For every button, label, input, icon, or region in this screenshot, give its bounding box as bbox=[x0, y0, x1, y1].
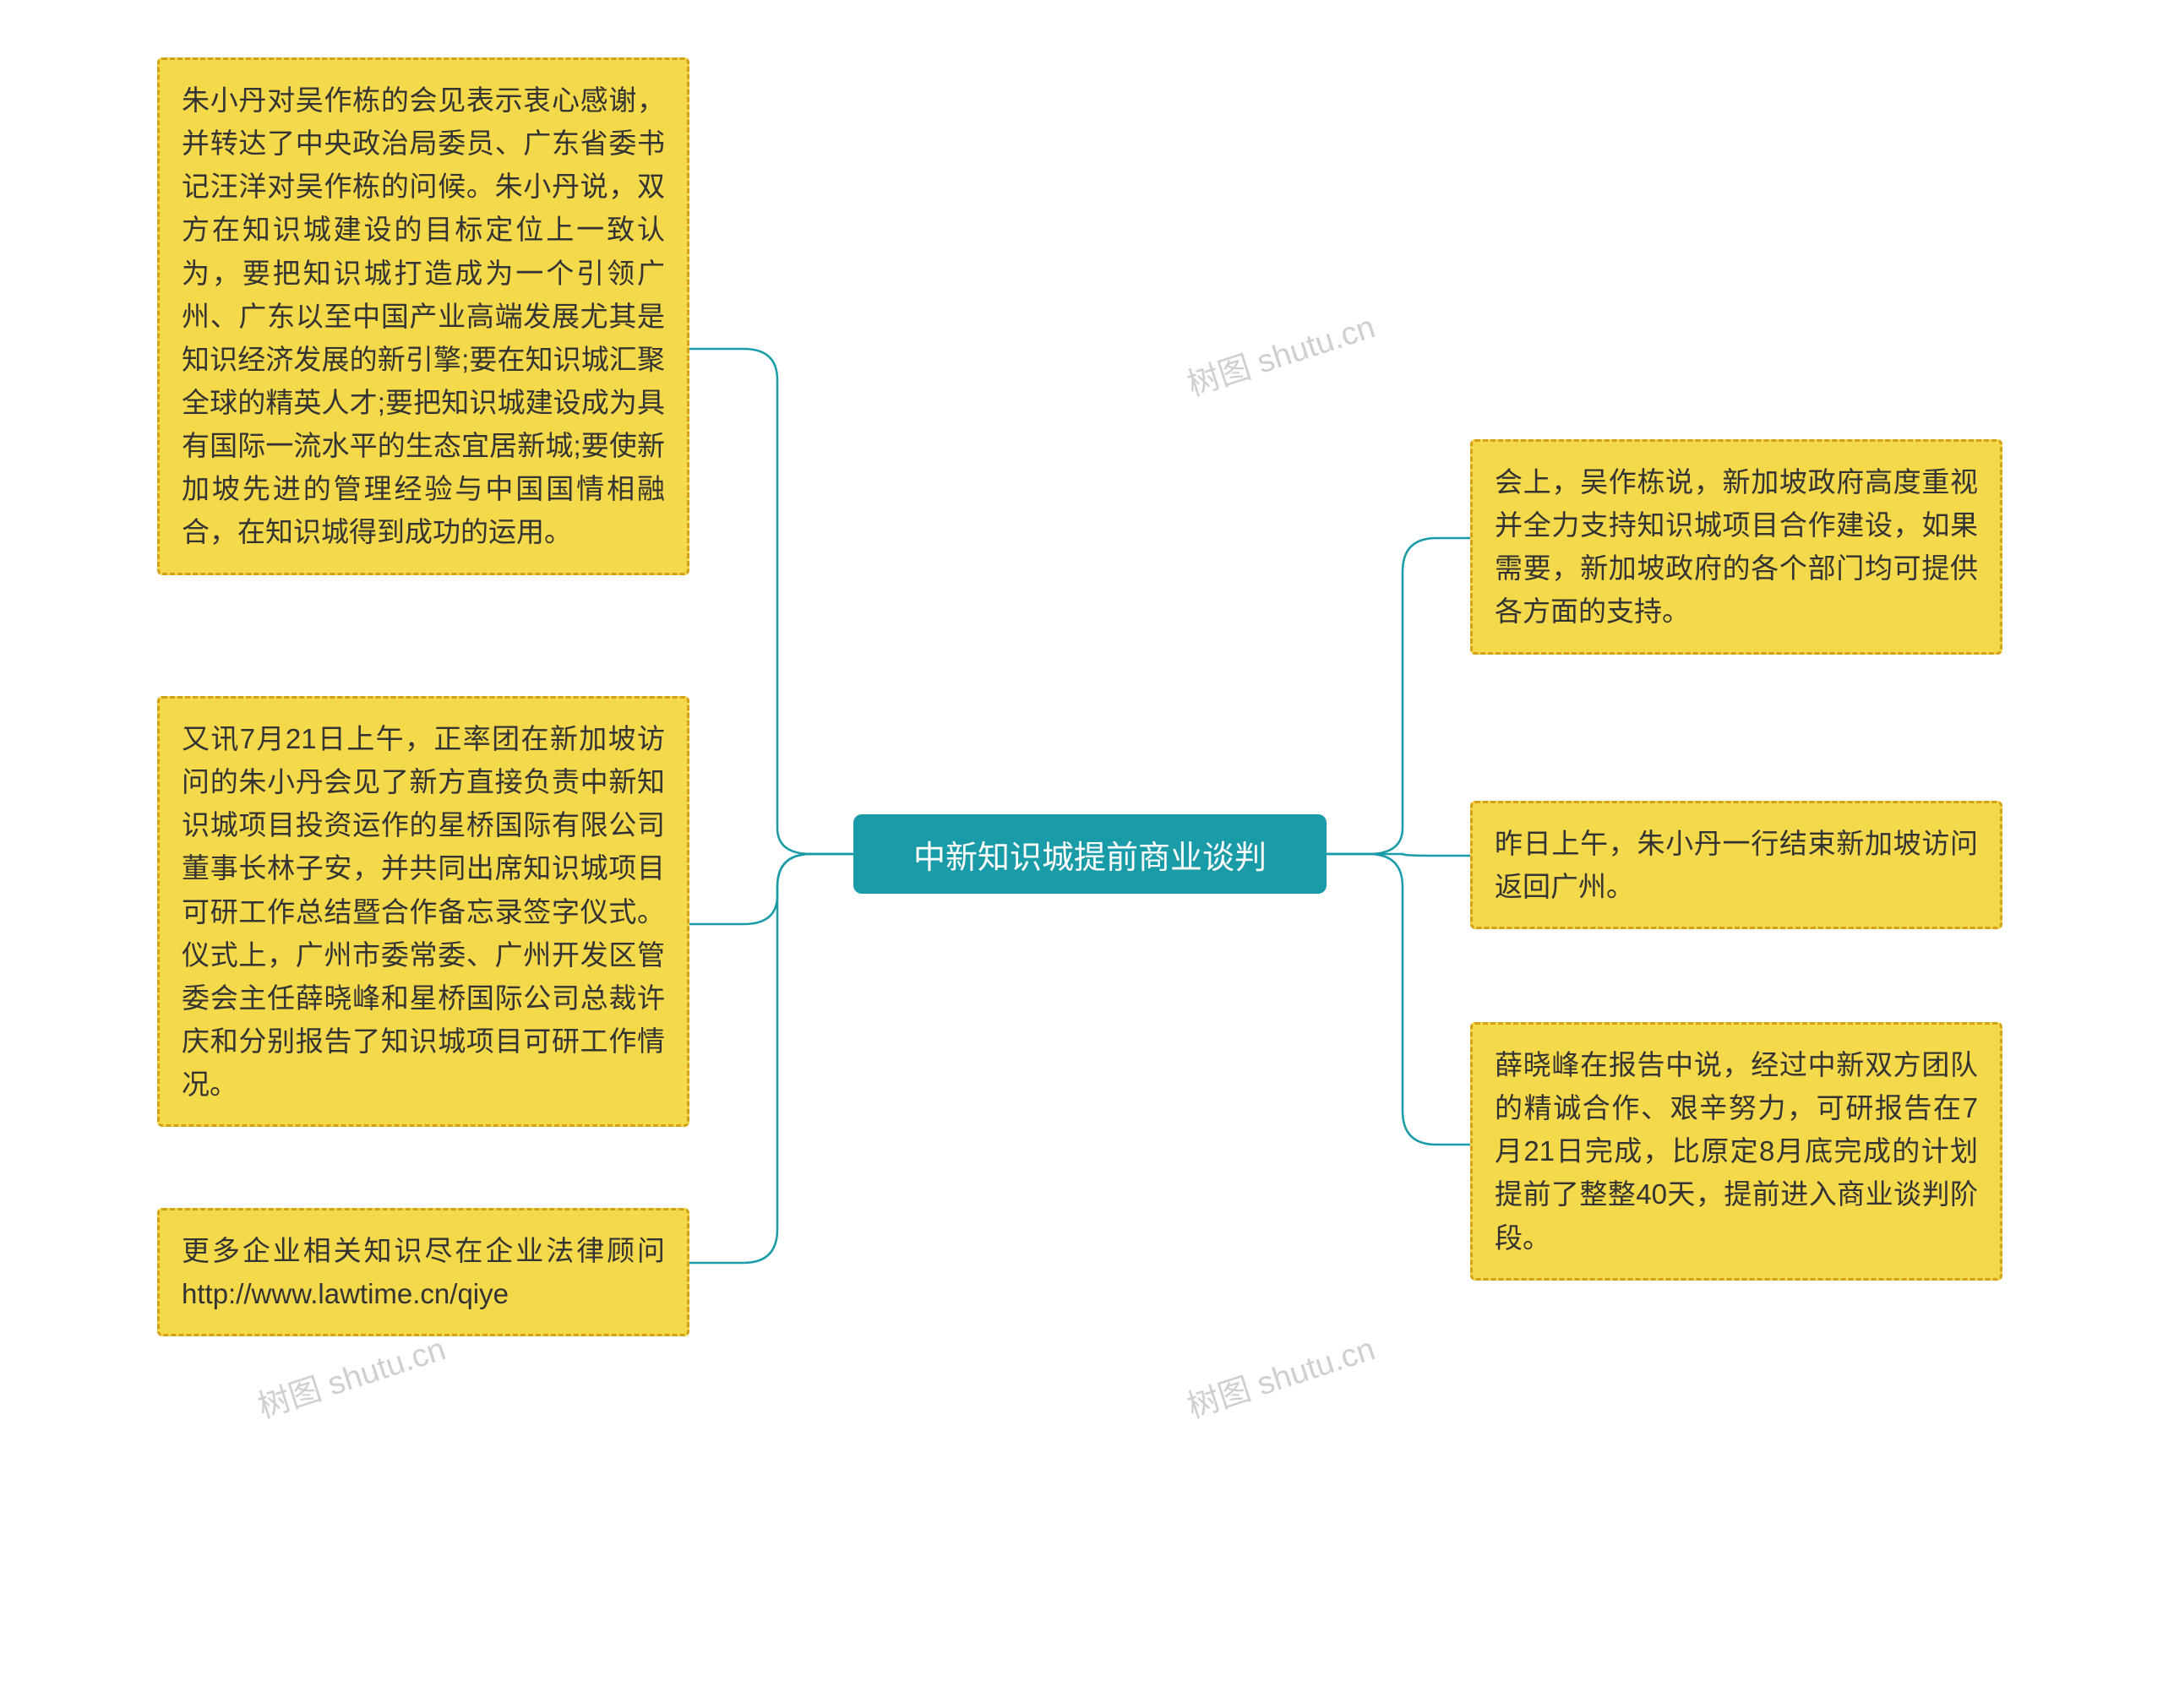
left-leaf-2[interactable]: 更多企业相关知识尽在企业法律顾问http://www.lawtime.cn/qi… bbox=[157, 1208, 689, 1336]
leaf-text: 又讯7月21日上午，正率团在新加坡访问的朱小丹会见了新方直接负责中新知识城项目投… bbox=[182, 723, 665, 1100]
leaf-text: 昨日上午，朱小丹一行结束新加坡访问返回广州。 bbox=[1495, 828, 1978, 902]
leaf-text: 更多企业相关知识尽在企业法律顾问http://www.lawtime.cn/qi… bbox=[182, 1235, 665, 1309]
leaf-text: 会上，吴作栋说，新加坡政府高度重视并全力支持知识城项目合作建设，如果需要，新加坡… bbox=[1495, 466, 1978, 627]
left-leaf-1[interactable]: 又讯7月21日上午，正率团在新加坡访问的朱小丹会见了新方直接负责中新知识城项目投… bbox=[157, 696, 689, 1127]
mindmap-canvas: 树图 shutu.cn 树图 shutu.cn 树图 shutu.cn 中新知识… bbox=[0, 0, 2163, 1708]
right-leaf-1[interactable]: 昨日上午，朱小丹一行结束新加坡访问返回广州。 bbox=[1470, 801, 2002, 929]
leaf-text: 朱小丹对吴作栋的会见表示衷心感谢，并转达了中央政治局委员、广东省委书记汪洋对吴作… bbox=[182, 84, 665, 547]
leaf-text: 薛晓峰在报告中说，经过中新双方团队的精诚合作、艰辛努力，可研报告在7月21日完成… bbox=[1495, 1049, 1978, 1254]
right-leaf-2[interactable]: 薛晓峰在报告中说，经过中新双方团队的精诚合作、艰辛努力，可研报告在7月21日完成… bbox=[1470, 1022, 2002, 1281]
center-label: 中新知识城提前商业谈判 bbox=[913, 831, 1267, 878]
left-leaf-0[interactable]: 朱小丹对吴作栋的会见表示衷心感谢，并转达了中央政治局委员、广东省委书记汪洋对吴作… bbox=[157, 57, 689, 575]
center-node[interactable]: 中新知识城提前商业谈判 bbox=[853, 814, 1327, 894]
right-leaf-0[interactable]: 会上，吴作栋说，新加坡政府高度重视并全力支持知识城项目合作建设，如果需要，新加坡… bbox=[1470, 439, 2002, 655]
